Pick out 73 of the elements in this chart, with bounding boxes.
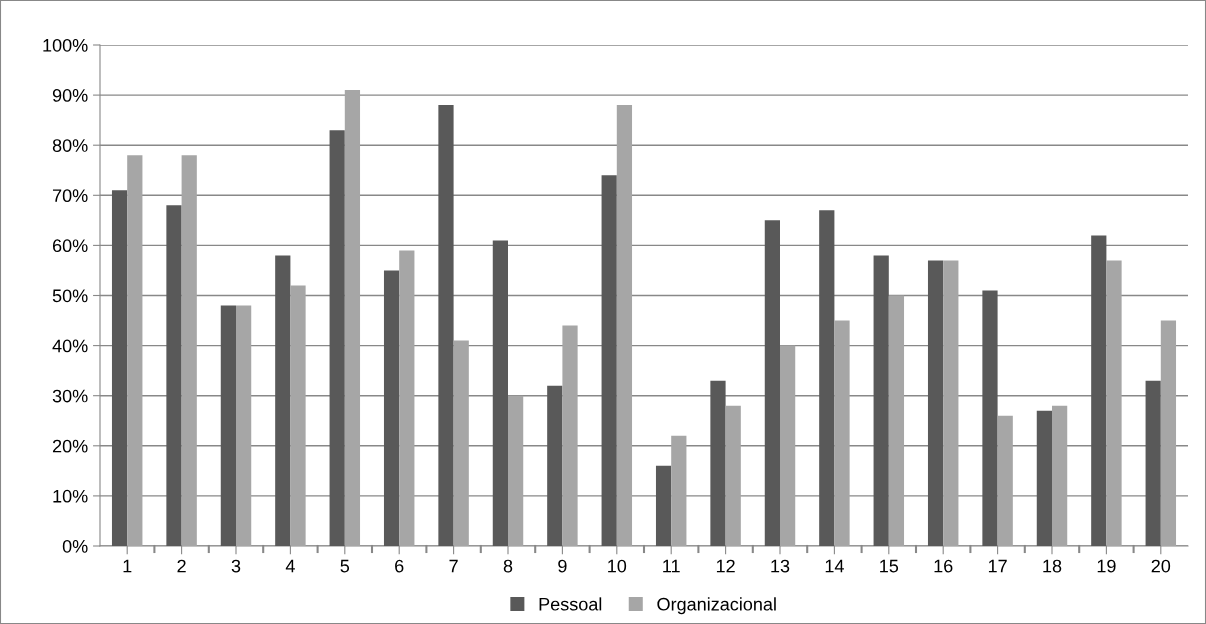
- y-tick-label: 90%: [52, 89, 88, 102]
- bar: [888, 295, 905, 546]
- bar: [1106, 260, 1122, 546]
- y-tick-label: 80%: [52, 139, 88, 152]
- y-tick-label: 50%: [52, 289, 88, 303]
- bar: [220, 305, 236, 546]
- y-tick-label: 70%: [52, 189, 88, 203]
- bar: [1160, 320, 1177, 546]
- y-tick-label: 0%: [62, 539, 88, 553]
- y-tick-label: 20%: [52, 439, 88, 453]
- bar: [616, 105, 633, 546]
- x-tick-label: 1: [123, 559, 132, 573]
- y-tick-label: 40%: [52, 339, 88, 353]
- bar: [166, 205, 182, 546]
- bar: [344, 90, 361, 546]
- bar: [508, 395, 524, 546]
- bar: [725, 405, 741, 546]
- bar: [943, 260, 959, 546]
- x-tick-label: 12: [716, 559, 735, 573]
- y-tick-label: 10%: [53, 489, 88, 503]
- bar: [453, 340, 469, 546]
- x-tick-label: 13: [771, 559, 790, 573]
- x-tick-label: 10: [608, 559, 627, 573]
- bar: [1036, 410, 1052, 546]
- x-tick-label: 3: [231, 559, 241, 573]
- bar: [671, 435, 687, 546]
- x-tick-label: 2: [177, 559, 186, 573]
- bar: [927, 260, 944, 546]
- bar: [601, 175, 617, 546]
- bar: [819, 210, 835, 546]
- bar: [438, 105, 454, 546]
- x-tick-label: 18: [1043, 559, 1062, 573]
- bar: [997, 415, 1013, 546]
- bar: [1052, 405, 1068, 546]
- bar: [383, 270, 400, 546]
- bar: [181, 155, 197, 546]
- bar: [655, 465, 672, 546]
- bar: [710, 380, 726, 546]
- bar: [236, 305, 252, 546]
- x-tick-label: 17: [988, 559, 1007, 573]
- bar: [764, 220, 780, 546]
- bar: [873, 255, 889, 546]
- x-tick-label: 15: [880, 559, 899, 573]
- x-tick-label: 4: [285, 559, 295, 573]
- x-tick-label: 11: [663, 559, 680, 573]
- x-tick-label: 9: [558, 559, 567, 573]
- bar: [1091, 235, 1107, 546]
- y-tick-label: 100%: [43, 38, 88, 52]
- legend-label: Pessoal: [539, 597, 602, 611]
- bar: [127, 155, 143, 546]
- x-tick-label: 8: [503, 559, 513, 573]
- x-tick-label: 6: [395, 559, 404, 573]
- x-tick-label: 16: [934, 559, 953, 573]
- legend-label: Organizacional: [657, 597, 776, 615]
- bar: [290, 285, 306, 546]
- x-tick-label: 20: [1151, 559, 1171, 573]
- x-tick-label: 7: [449, 559, 458, 573]
- bar: [834, 320, 850, 546]
- y-tick-label: 30%: [52, 389, 88, 403]
- bar: [562, 325, 578, 546]
- bar: [492, 240, 508, 546]
- bar: [780, 345, 796, 546]
- bar: [982, 290, 998, 546]
- bar: [275, 255, 291, 546]
- y-tick-label: 60%: [52, 239, 88, 253]
- x-tick-label: 14: [825, 559, 844, 573]
- bar: [111, 190, 128, 546]
- bar: [547, 385, 563, 546]
- bar: [329, 130, 345, 546]
- bar: [399, 250, 415, 546]
- x-tick-label: 19: [1097, 559, 1116, 573]
- bar: [1145, 380, 1161, 546]
- x-tick-label: 5: [340, 559, 350, 573]
